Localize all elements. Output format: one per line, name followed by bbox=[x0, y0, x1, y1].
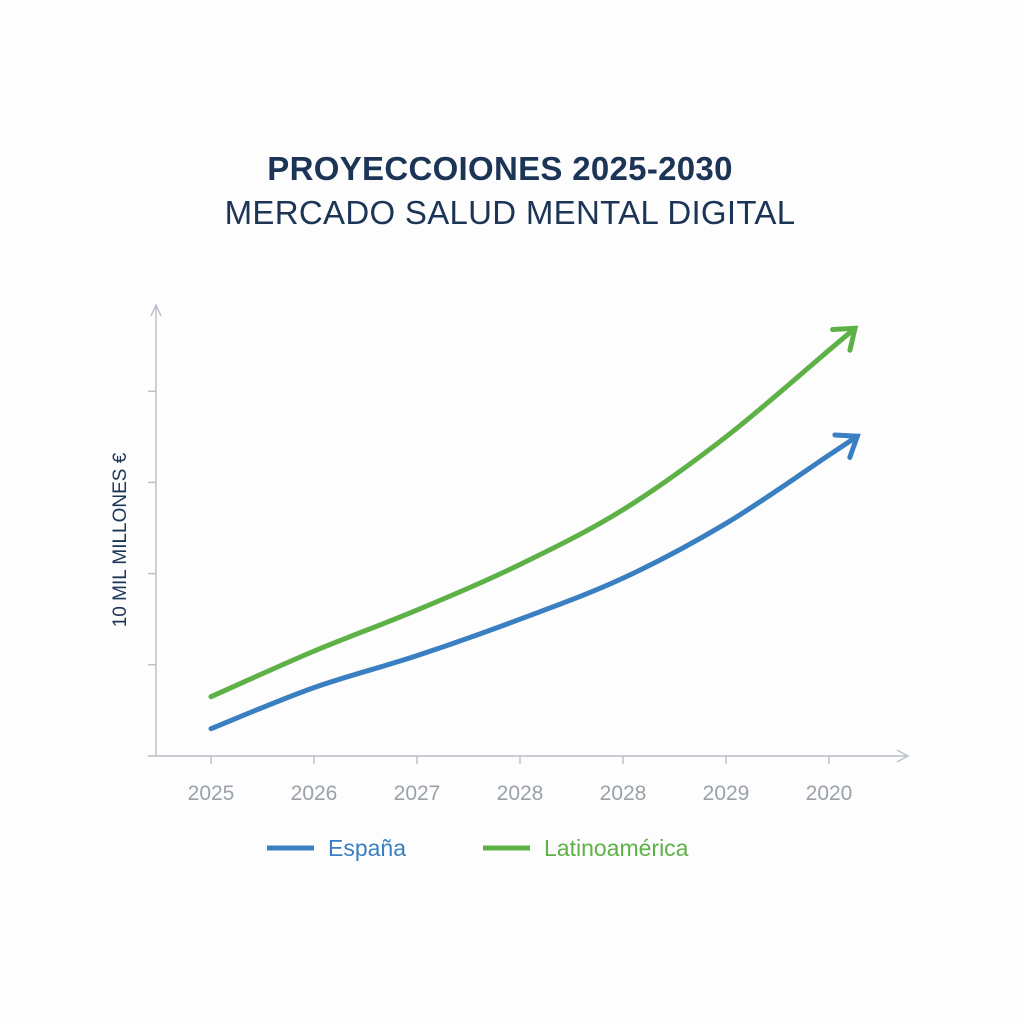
chart-title: PROYECCOIONES 2025-2030 bbox=[267, 150, 733, 187]
series-line-espana bbox=[208, 433, 860, 732]
series-arrow-latinoamerica-icon bbox=[830, 325, 859, 353]
chart-subtitle: MERCADO SALUD MENTAL DIGITAL bbox=[224, 194, 796, 231]
series-arrow-espana-icon bbox=[832, 432, 861, 460]
x-axis-arrow-icon bbox=[896, 749, 910, 763]
series-line-latinoamerica bbox=[208, 325, 858, 700]
x-tick-label: 2029 bbox=[703, 782, 750, 805]
x-tick-label: 2027 bbox=[394, 782, 441, 805]
x-tick-label: 2020 bbox=[806, 782, 853, 805]
x-tick-label: 2025 bbox=[188, 782, 235, 805]
legend-label-latinoamerica: Latinoamérica bbox=[544, 835, 689, 861]
x-tick-label: 2026 bbox=[291, 782, 338, 805]
x-tick-label: 2028 bbox=[600, 782, 647, 805]
axis-ticks: 2025 2026 2027 2028 2028 2029 2020 bbox=[148, 390, 853, 805]
axes: 10 MIL MILLONES € bbox=[110, 303, 910, 763]
y-axis-arrow-icon bbox=[150, 303, 162, 317]
legend: España Latinoamérica bbox=[267, 835, 689, 861]
x-tick-label: 2028 bbox=[497, 782, 544, 805]
y-axis-label: 10 MIL MILLONES € bbox=[110, 452, 131, 627]
series-lines bbox=[208, 325, 861, 732]
legend-label-espana: España bbox=[328, 835, 406, 861]
